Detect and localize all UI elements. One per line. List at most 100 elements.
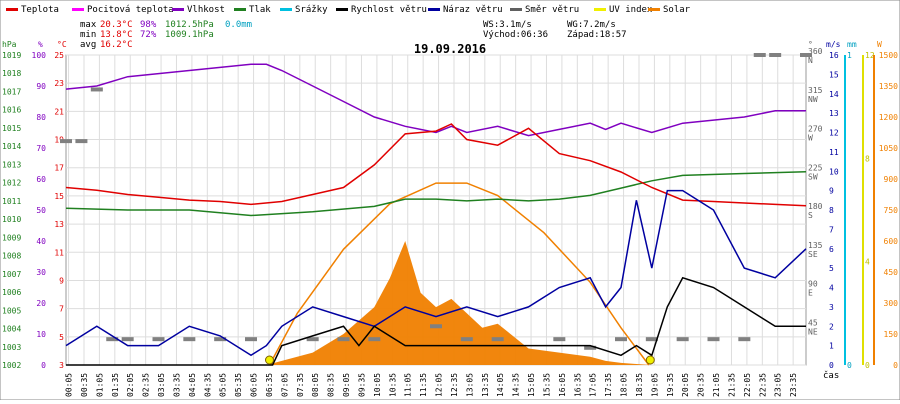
wind-direction-point (615, 337, 627, 342)
wind-direction-point (75, 139, 88, 144)
uv-tick: 8 (865, 154, 870, 163)
wind-tick: 3 (829, 303, 834, 312)
x-tick-label: 05:05 (219, 373, 228, 397)
solar-tick: 1350 (879, 82, 898, 91)
wind-direction-point (90, 87, 103, 92)
wind-direction-point (106, 337, 119, 342)
press-tick: 1002 (2, 361, 21, 370)
axes: hPa% °C1002100310041005100610071008100910… (2, 40, 898, 370)
legend-label-9: Solar (663, 5, 691, 15)
press-tick: 1018 (2, 69, 21, 78)
solar-tick: 0 (893, 361, 898, 370)
x-tick-label: 14:35 (512, 373, 521, 397)
x-tick-label: 20:05 (681, 373, 690, 397)
dir-tick: 180 (808, 202, 823, 211)
x-tick-label: 18:35 (635, 373, 644, 397)
legend-swatch-4 (280, 8, 292, 11)
solar-tick: 1050 (879, 144, 898, 153)
press-tick: 1014 (2, 142, 21, 151)
x-tick-label: 11:05 (404, 373, 413, 397)
x-tick-label: 19:35 (666, 373, 675, 397)
solar-tick: 900 (884, 175, 899, 184)
wind-tick: 7 (829, 225, 834, 234)
wind-direction-point (460, 337, 473, 342)
x-tick-label: 22:35 (758, 373, 767, 397)
wind-direction-point (584, 345, 597, 350)
dir-unit: ° (808, 40, 813, 49)
dir-tick: 360 (808, 47, 823, 56)
press-tick: 1012 (2, 179, 21, 188)
x-tick-label: 12:05 (435, 373, 444, 397)
solar-tick: 300 (884, 299, 899, 308)
dir-name: W (808, 134, 813, 143)
wind-tick: 12 (829, 129, 839, 138)
press-tick: 1007 (2, 270, 21, 279)
temp-tick: 25 (54, 51, 64, 60)
press-tick: 1019 (2, 51, 21, 60)
temp-tick: 5 (59, 333, 64, 342)
wind-tick: 0 (829, 361, 834, 370)
solar-unit: W (877, 40, 882, 49)
stat-max-hum: 98% (140, 20, 157, 30)
x-tick-label: 10:35 (388, 373, 397, 397)
legend-label-6: Náraz větru (443, 5, 503, 15)
legend-swatch-3 (234, 8, 246, 11)
x-tick-label: 02:35 (142, 373, 151, 397)
wind-tick: 9 (829, 187, 834, 196)
wind-tick: 4 (829, 284, 834, 293)
temp-tick: 13 (54, 220, 64, 229)
hum-tick: 80 (36, 113, 46, 122)
stat-avg-temp: 16.2°C (100, 40, 133, 50)
press-tick: 1015 (2, 124, 21, 133)
legend-swatch-1 (72, 8, 84, 11)
x-tick-label: 13:05 (465, 373, 474, 397)
press-tick: 1016 (2, 106, 21, 115)
wind-direction-point (769, 53, 782, 57)
x-tick-label: 13:35 (481, 373, 490, 397)
legend-label-4: Srážky (295, 5, 328, 15)
hum-tick: 100 (32, 51, 47, 60)
hum-tick: 0 (41, 361, 46, 370)
x-tick-label: 22:05 (743, 373, 752, 397)
solar-tick: 600 (884, 237, 899, 246)
wind-tick: 2 (829, 322, 834, 331)
wind-gust-line (65, 189, 807, 357)
hum-unit: % (38, 40, 43, 49)
press-tick: 1004 (2, 325, 21, 334)
wind-tick: 14 (829, 90, 839, 99)
series-layer (60, 53, 812, 366)
wind-direction-point (368, 337, 381, 342)
legend-swatch-7 (510, 8, 522, 11)
solar-tick: 450 (884, 268, 899, 277)
temp-tick: 23 (54, 79, 64, 88)
solar-area (266, 241, 652, 365)
x-tick-label: 14:05 (496, 373, 505, 397)
x-tick-label: 09:35 (357, 373, 366, 397)
x-tick-label: 15:35 (542, 373, 551, 397)
wind-direction-point (183, 337, 196, 342)
temp-tick: 7 (59, 305, 64, 314)
legend-label-2: Vlhkost (187, 5, 225, 15)
x-tick-label: 05:35 (234, 373, 243, 397)
chart-title: 19.09.2016 (414, 42, 486, 56)
wind-direction-point (121, 337, 134, 342)
x-tick-label: 12:35 (450, 373, 459, 397)
press-tick: 1011 (2, 197, 21, 206)
x-tick-label: 01:05 (95, 373, 104, 397)
wind-direction-point (60, 139, 72, 144)
wind-tick: 1 (829, 342, 834, 351)
x-axis-label: čas (823, 370, 839, 381)
wind-unit: m/s (826, 40, 841, 49)
x-tick-label: 04:05 (188, 373, 197, 397)
x-tick-label: 00:35 (80, 373, 89, 397)
temp-tick: 17 (54, 164, 64, 173)
x-tick-label: 08:35 (327, 373, 336, 397)
x-tick-label: 07:35 (296, 373, 305, 397)
stat-sunrise: Východ:06:36 (483, 30, 548, 40)
hum-tick: 50 (36, 206, 46, 215)
dir-name: NW (808, 95, 818, 104)
wind-tick: 8 (829, 206, 834, 215)
press-tick: 1003 (2, 343, 21, 352)
legend-swatch-0 (6, 8, 18, 11)
press-unit: hPa (2, 40, 17, 49)
